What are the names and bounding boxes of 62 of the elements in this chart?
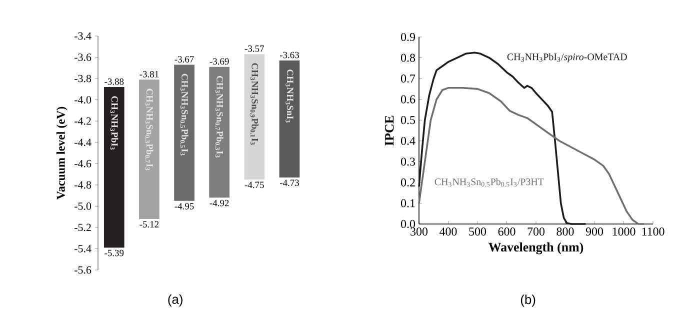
annotation: -4.92 — [210, 200, 229, 206]
text: (a) — [168, 294, 182, 306]
x-tick-label: 500 — [469, 228, 486, 236]
annotation: -3.57 — [244, 45, 264, 52]
y-tick-label: -3.8 — [74, 74, 92, 82]
category-label: CH$_{3}$NH$_{3}$Sn$_{0.7}$Pb$_{0.3}$I$_{3}$ — [215, 76, 224, 158]
category-label: CH$_{3}$NH$_{3}$Sn$_{0.9}$Pb$_{0.1}$I$_{3}$ — [250, 63, 258, 145]
annotation: -3.69 — [210, 58, 229, 65]
y-tick-label: 0.5 — [400, 116, 416, 124]
annotation: -4.75 — [244, 182, 264, 188]
bar — [174, 64, 194, 201]
y-tick-label: -5.4 — [74, 245, 92, 252]
y-tick-label: 0.6 — [400, 95, 416, 104]
annotation: -4.95 — [174, 203, 194, 210]
annotation: -5.39 — [104, 250, 124, 256]
text: CH$_{3}$NH$_{3}$PbI$_{3}$/spiro-OMeTAD — [507, 53, 627, 62]
y-tick-label: 0.1 — [400, 199, 415, 208]
annotation: -5.12 — [140, 221, 159, 228]
y-tick-label: 0.7 — [400, 74, 416, 83]
y-tick-label: 0.8 — [400, 54, 416, 62]
y-tick-label: -5.0 — [74, 202, 92, 210]
text: (b) — [520, 294, 536, 307]
bar — [244, 54, 265, 180]
x-tick-label: 900 — [586, 228, 604, 236]
x-tick-label: 1100 — [642, 228, 664, 236]
bar — [209, 66, 230, 198]
y-tick-label: -4.8 — [74, 181, 92, 189]
x-tick-label: 400 — [440, 228, 457, 236]
annotation: -4.73 — [280, 180, 299, 186]
y-tick-label: -4.0 — [74, 96, 92, 104]
category-label: CH$_{3}$NH$_{3}$Sn$_{0.5}$Pb$_{0.5}$I$_{3}$ — [180, 74, 188, 156]
bar — [104, 87, 124, 248]
x-tick-label: 1000 — [612, 228, 636, 236]
y-tick-label: -4.6 — [74, 160, 92, 168]
annotation: -3.81 — [140, 70, 158, 78]
x-tick-label: 300 — [410, 228, 428, 236]
category-label: CH$_{3}$NH$_{3}$Sn$_{0.3}$Pb$_{0.7}$I$_{3}$ — [145, 88, 154, 170]
bar — [279, 60, 300, 178]
annotation: -3.67 — [174, 56, 194, 63]
x-tick-label: 600 — [498, 228, 516, 236]
y-tick-label: 0.2 — [400, 178, 415, 187]
y-tick-label: -3.6 — [74, 54, 92, 61]
y-tick-label: -4.2 — [74, 117, 91, 125]
annotation: -3.63 — [280, 52, 299, 58]
y-tick-label: -4.4 — [74, 138, 92, 146]
y-tick-label: 0.9 — [400, 32, 415, 42]
y-tick-label: 0.0 — [400, 220, 416, 228]
x-tick-label: 800 — [556, 228, 574, 236]
y-tick-label: 0.3 — [400, 158, 416, 166]
y-tick-label: 0.4 — [400, 136, 416, 145]
y-tick-label: -5.6 — [74, 266, 92, 274]
y-axis-title: Vacuum level (eV) — [56, 106, 68, 200]
x-tick-label: 700 — [528, 228, 545, 236]
x-tick-label: CH$_{3}$NH$_{3}$SnI$_{3}$ — [286, 70, 294, 122]
bar — [139, 80, 160, 219]
x-axis-title: Wavelength (nm) — [488, 242, 584, 254]
text: CH$_{3}$NH$_{3}$Sn$_{0.5}$Pb$_{0.5}$I$_{3}$/P3HT — [434, 178, 544, 187]
annotation: -3.88 — [104, 78, 124, 85]
y-axis-title: IPCE — [384, 116, 394, 146]
x-tick-label: CH$_{3}$NH$_{3}$PbI$_{3}$ — [110, 96, 118, 150]
y-tick-label: -3.4 — [74, 32, 92, 40]
y-tick-label: -5.2 — [74, 224, 91, 232]
